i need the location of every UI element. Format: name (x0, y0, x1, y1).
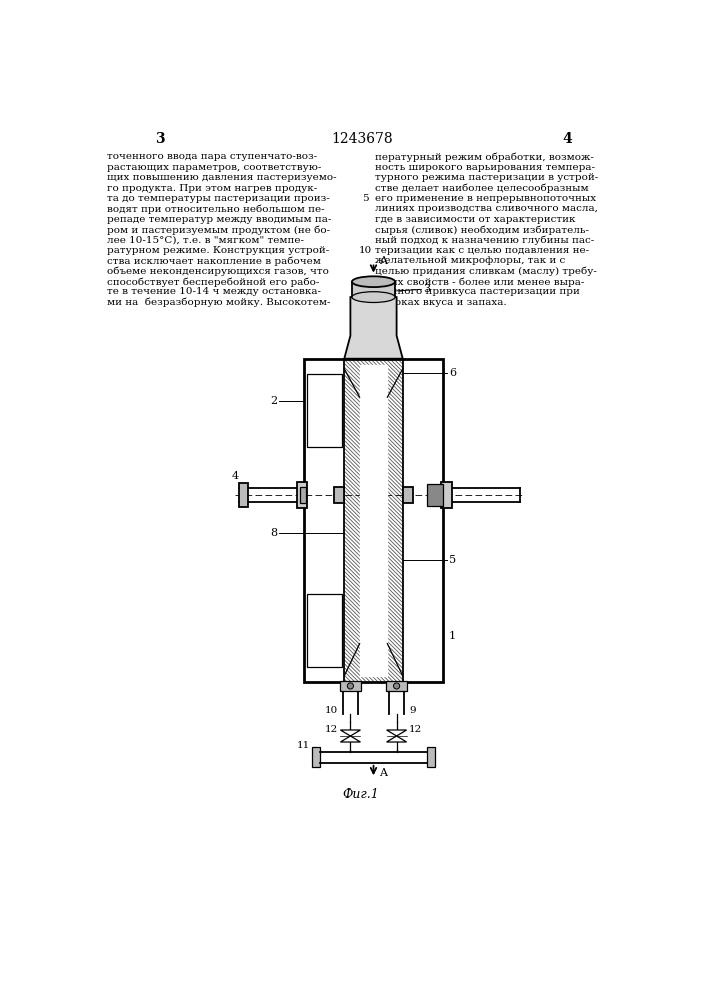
Text: стве делает наиболее целесообразным: стве делает наиболее целесообразным (375, 184, 589, 193)
Text: водят при относительно небольшом пе-: водят при относительно небольшом пе- (107, 204, 325, 214)
Polygon shape (387, 736, 407, 742)
Text: растающих параметров, соответствую-: растающих параметров, соответствую- (107, 163, 322, 172)
Text: 1243678: 1243678 (331, 132, 393, 146)
Text: 5: 5 (362, 194, 368, 203)
Bar (304, 359, 443, 682)
Bar (339, 681, 361, 691)
Text: та до температуры пастеризации произ-: та до температуры пастеризации произ- (107, 194, 330, 203)
Bar (312, 747, 320, 767)
Circle shape (347, 683, 354, 689)
Text: его применение в непрерывнопоточных: его применение в непрерывнопоточных (375, 194, 596, 203)
Text: ный подход к назначению глубины пас-: ный подход к назначению глубины пас- (375, 235, 595, 245)
Ellipse shape (352, 292, 395, 302)
Text: ратурном режиме. Конструкция устрой-: ратурном режиме. Конструкция устрой- (107, 246, 329, 255)
Text: ми на  безразборную мойку. Высокотем-: ми на безразборную мойку. Высокотем- (107, 298, 331, 307)
Circle shape (394, 683, 399, 689)
Text: пературный режим обработки, возмож-: пературный режим обработки, возмож- (375, 152, 594, 162)
Bar (300, 487, 305, 503)
Ellipse shape (352, 276, 395, 287)
Text: щих повышению давления пастеризуемо-: щих повышению давления пастеризуемо- (107, 173, 337, 182)
Polygon shape (340, 730, 361, 736)
Text: точенного ввода пара ступенчато-воз-: точенного ввода пара ступенчато-воз- (107, 152, 317, 161)
Text: женного привкуса пастеризации при: женного привкуса пастеризации при (375, 287, 580, 296)
Text: лее 10-15°C), т.е. в "мягком" темпе-: лее 10-15°C), т.е. в "мягком" темпе- (107, 235, 304, 244)
Text: 9: 9 (409, 706, 416, 715)
Text: репаде температур между вводимым па-: репаде температур между вводимым па- (107, 215, 332, 224)
Text: 10: 10 (325, 706, 338, 715)
Text: 5: 5 (449, 555, 456, 565)
Text: пороках вкуса и запаха.: пороках вкуса и запаха. (375, 298, 507, 307)
Text: A: A (379, 256, 387, 266)
Text: 12: 12 (325, 725, 338, 734)
Text: желательной микрофлоры, так и с: желательной микрофлоры, так и с (375, 256, 566, 265)
Text: 2: 2 (270, 396, 277, 406)
Text: 6: 6 (449, 368, 456, 378)
Bar (428, 747, 435, 767)
Text: 3: 3 (155, 132, 164, 146)
Polygon shape (344, 297, 403, 359)
Text: объеме неконденсирующихся газов, что: объеме неконденсирующихся газов, что (107, 267, 329, 276)
Text: способствует бесперебойной его рабо-: способствует бесперебойной его рабо- (107, 277, 320, 287)
Text: емых свойств - более или менее выра-: емых свойств - более или менее выра- (375, 277, 585, 287)
Text: A: A (379, 768, 387, 778)
Text: 1: 1 (449, 631, 456, 641)
Bar (239, 483, 248, 507)
Text: линиях производства сливочного масла,: линиях производства сливочного масла, (375, 204, 598, 213)
Bar (386, 681, 407, 691)
Text: го продукта. При этом нагрев продук-: го продукта. При этом нагрев продук- (107, 184, 317, 193)
Bar (334, 487, 344, 503)
Text: ность широкого варьирования темпера-: ность широкого варьирования темпера- (375, 163, 595, 172)
Text: ром и пастеризуемым продуктом (не бо-: ром и пастеризуемым продуктом (не бо- (107, 225, 330, 235)
Text: Фиг.1: Фиг.1 (343, 788, 380, 801)
Text: 3: 3 (423, 284, 430, 294)
Bar (308, 594, 342, 667)
Text: 11: 11 (297, 741, 310, 750)
Bar (296, 482, 308, 508)
Text: сырья (сливок) необходим избиратель-: сырья (сливок) необходим избиратель- (375, 225, 589, 235)
Text: турного режима пастеризации в устрой-: турного режима пастеризации в устрой- (375, 173, 598, 182)
Text: ства исключает накопление в рабочем: ства исключает накопление в рабочем (107, 256, 321, 266)
Text: 8: 8 (270, 528, 277, 538)
Text: где в зависимости от характеристик: где в зависимости от характеристик (375, 215, 575, 224)
Bar (352, 282, 395, 297)
Bar (441, 482, 452, 508)
Text: 4: 4 (231, 471, 238, 481)
Polygon shape (340, 736, 361, 742)
Bar (308, 374, 342, 447)
Text: целью придания сливкам (маслу) требу-: целью придания сливкам (маслу) требу- (375, 267, 597, 276)
Polygon shape (387, 730, 407, 736)
Text: 10: 10 (358, 246, 372, 255)
Text: 4: 4 (563, 132, 573, 146)
Text: те в течение 10-14 ч между остановка-: те в течение 10-14 ч между остановка- (107, 287, 321, 296)
Text: 12: 12 (409, 725, 422, 734)
Bar (428, 484, 443, 506)
Bar (403, 487, 413, 503)
Text: теризации как с целью подавления не-: теризации как с целью подавления не- (375, 246, 589, 255)
